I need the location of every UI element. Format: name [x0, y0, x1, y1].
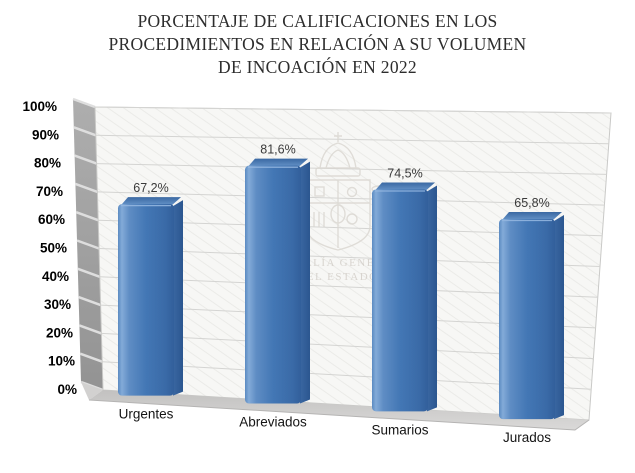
y-tick-label: 0% [57, 382, 77, 397]
watermark-castle-glyph [314, 186, 325, 197]
bar-top-sumarios [375, 182, 435, 191]
bar-side-urgentes [173, 200, 183, 396]
value-labels: 67,2% 81,6% 74,5% 65,8% [133, 143, 549, 210]
left-wall-separator [76, 239, 100, 250]
y-tick-label: 10% [48, 354, 75, 369]
bar-top-urgentes [121, 197, 181, 206]
gridline [97, 191, 605, 206]
watermark-lion-glyph [346, 186, 358, 198]
left-wall-separator [75, 211, 99, 222]
watermark-bars-glyph [313, 212, 325, 227]
y-tick-label: 90% [32, 127, 59, 142]
bar-urgentes [118, 204, 174, 396]
left-wall-separator [73, 126, 97, 137]
category-label-sumarios: Sumarios [371, 422, 428, 437]
plot-area-floor [81, 382, 590, 431]
left-wall-separator [78, 324, 102, 335]
watermark-chain-glyph [346, 213, 358, 225]
y-tick-label: 50% [40, 241, 67, 256]
left-wall-separator [79, 352, 103, 363]
floor-front-edge [88, 399, 590, 431]
watermark-shield-center [330, 204, 346, 224]
category-label-urgentes: Urgentes [119, 407, 174, 422]
y-tick-label: 70% [36, 184, 63, 199]
y-axis-tick-labels: 0% 10% 20% 30% 40% 50% 60% 70% 80% 90% 100% [22, 99, 77, 397]
y-tick-label: 30% [44, 297, 71, 312]
watermark-cross-icon [334, 132, 342, 142]
bars [118, 158, 564, 420]
left-wall-separator [78, 295, 102, 307]
category-labels: Urgentes Abreviados Sumarios Jurados [119, 407, 552, 446]
bar-jurados [499, 219, 555, 420]
y-tick-label: 60% [38, 212, 65, 227]
plot-area-walls [72, 97, 612, 421]
bar-sumarios [372, 189, 428, 412]
floor-left-wedge [81, 382, 103, 400]
category-label-abreviados: Abreviados [239, 414, 307, 429]
y-tick-label: 80% [34, 156, 61, 171]
bar-top-jurados [502, 212, 562, 221]
gridline [94, 106, 612, 114]
bar-side-sumarios [427, 185, 437, 412]
value-label-jurados: 65,8% [514, 196, 549, 210]
left-wall-separator [74, 182, 98, 194]
value-label-abreviados: 81,6% [260, 143, 295, 157]
watermark-crown-inner [325, 149, 351, 169]
floor [89, 390, 589, 430]
value-label-sumarios: 74,5% [387, 166, 422, 180]
left-wall-separator [74, 154, 98, 165]
value-label-urgentes: 67,2% [133, 181, 168, 195]
left-wall-separator [72, 97, 96, 109]
chart-title: PORCENTAJE DE CALIFICACIONES EN LOS PROC… [108, 11, 527, 77]
y-tick-label: 40% [42, 269, 69, 284]
y-tick-label: 20% [46, 325, 73, 340]
left-wall-separator [77, 267, 101, 278]
gridline [96, 163, 607, 175]
bar-side-jurados [554, 215, 564, 420]
watermark-shield-quarters [306, 180, 370, 248]
bar-side-abreviados [300, 161, 310, 404]
watermark-crown-band [315, 167, 361, 177]
bar-abreviados [245, 165, 301, 404]
watermark-crown-icon [319, 142, 357, 169]
category-label-jurados: Jurados [503, 430, 551, 445]
bar-top-abreviados [248, 158, 308, 167]
watermark-text-line2: DEL ESTADO [297, 271, 378, 283]
y-tick-label: 100% [22, 99, 57, 114]
left-wall-separators [72, 97, 104, 392]
gridline [95, 134, 609, 145]
back-wall-hatch [95, 107, 611, 420]
